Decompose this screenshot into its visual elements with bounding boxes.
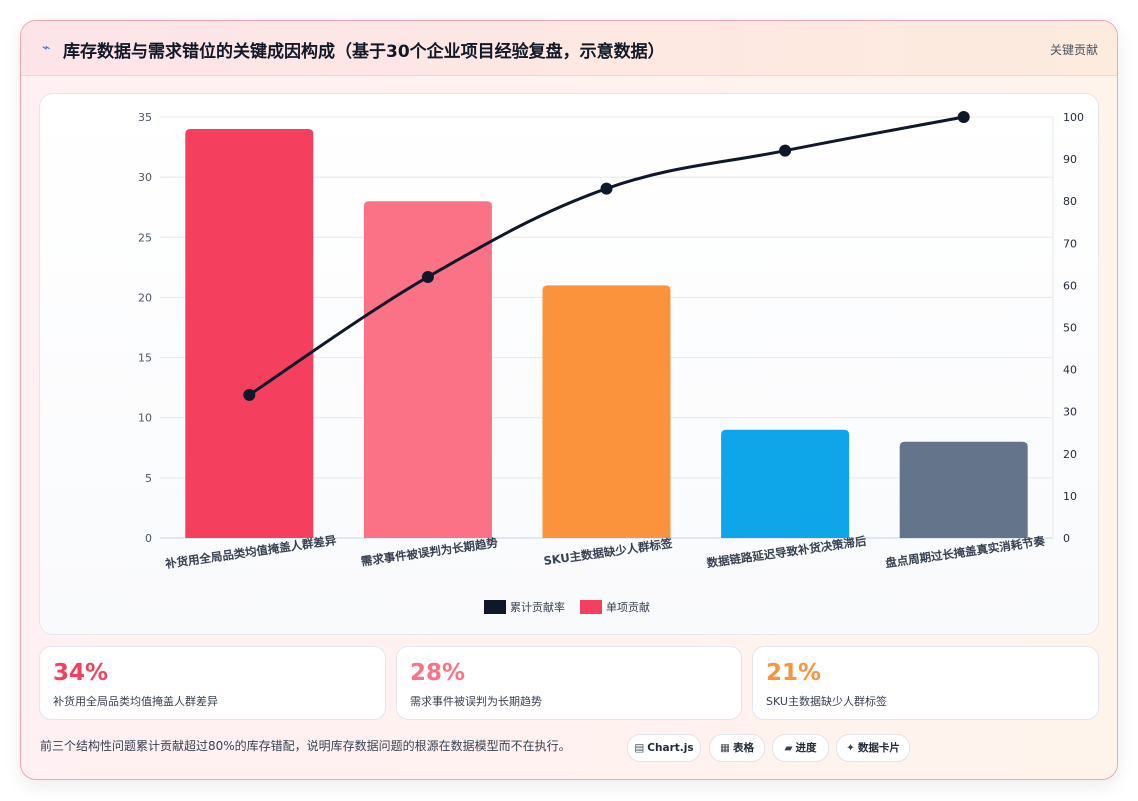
stat-value-3: 21% [766,660,822,686]
y-right-tick-label: 90 [1063,153,1077,166]
y-right-tick-label: 50 [1063,322,1077,335]
y-right-tick-label: 60 [1063,279,1077,292]
stat-value-1: 34% [53,660,109,686]
x-tick-label: 数据链路延迟导致补货决策滞后 [706,534,868,570]
legend-label-1: 累计贡献率 [510,600,565,614]
y-left-tick-label: 15 [138,352,152,365]
y-left-tick-label: 30 [138,171,152,184]
y-right-tick-label: 0 [1063,532,1070,545]
legend-label-2: 单项贡献 [606,600,650,614]
x-tick-label: SKU主数据缺少人群标签 [543,536,674,568]
y-right-tick-label: 100 [1063,111,1084,124]
table-pill[interactable]: ▦ 表格 [709,734,765,762]
y-right-tick-label: 70 [1063,237,1077,250]
y-right-tick-label: 10 [1063,490,1077,503]
lightning-icon: ⌁ [42,40,51,56]
y-right-tick-label: 30 [1063,406,1077,419]
bar-5 [899,441,1028,538]
y-left-tick-label: 25 [138,231,152,244]
card-header: ⌁ 库存数据与需求错位的关键成因构成（基于30个企业项目经验复盘，示意数据） 关… [21,21,1117,76]
stat-value-2: 28% [410,660,466,686]
bar-4 [721,429,850,538]
footer-note: 前三个结构性问题累计贡献超过80%的库存错配，说明库存数据问题的根源在数据模型而… [40,739,571,753]
chart-card: ⌁ 库存数据与需求错位的关键成因构成（基于30个企业项目经验复盘，示意数据） 关… [20,20,1118,780]
x-tick-label: 补货用全局品类均值掩盖人群差异 [163,533,337,571]
pill-label: 数据卡片 [857,742,900,754]
chart-panel: 0 5 10 15 20 25 30 35 0 10 20 30 40 50 60 70 80 90 100 补货用全… [39,93,1099,635]
cumulative-point-2 [421,270,434,283]
y-left-tick-label: 10 [138,412,152,425]
stat-card-3: 21% SKU主数据缺少人群标签 [752,646,1099,720]
y-right-tick-label: 40 [1063,364,1077,377]
x-tick-label: 需求事件被误判为长期趋势 [360,535,499,568]
chart-icon: ▤ [634,742,645,754]
pareto-chart: 0 5 10 15 20 25 30 35 0 10 20 30 40 50 60 70 80 90 100 补货用全… [138,111,1084,614]
y-left-tick-label: 20 [138,291,152,304]
cumulative-point-1 [243,388,256,401]
y-left-tick-label: 35 [138,111,152,124]
chartjs-pill[interactable]: ▤ Chart.js [627,734,701,762]
stat-label-1: 补货用全局品类均值掩盖人群差异 [53,695,218,708]
pill-label: 表格 [732,742,754,754]
bar-2 [363,201,492,538]
bar-3 [542,285,671,538]
cumulative-point-5 [957,111,970,123]
chart-title: 库存数据与需求错位的关键成因构成（基于30个企业项目经验复盘，示意数据） [63,42,665,62]
stat-label-2: 需求事件被误判为长期趋势 [410,695,542,708]
progress-icon: ▰ [784,742,793,754]
y-right-tick-label: 80 [1063,195,1077,208]
stat-card-1: 34% 补货用全局品类均值掩盖人群差异 [39,646,386,720]
progress-pill[interactable]: ▰ 进度 [772,734,829,762]
y-left-tick-label: 5 [145,472,152,485]
sparkle-icon: ✦ [846,742,855,754]
y-right-tick-label: 20 [1063,448,1077,461]
y-left-tick-label: 0 [145,532,152,545]
legend-swatch-2 [580,600,602,614]
header-tag: 关键贡献 [1049,43,1098,57]
cumulative-point-4 [779,144,792,157]
x-tick-label: 盘点周期过长掩盖真实消耗节奏 [884,534,1046,570]
bar-1 [185,129,314,538]
legend-swatch-1 [484,600,506,614]
pill-label: 进度 [795,742,817,754]
pill-label: Chart.js [647,742,694,754]
data-card-pill[interactable]: ✦ 数据卡片 [836,734,910,762]
cumulative-point-3 [600,182,613,195]
stat-card-2: 28% 需求事件被误判为长期趋势 [396,646,742,720]
stat-label-3: SKU主数据缺少人群标签 [766,695,887,708]
table-icon: ▦ [720,742,730,754]
